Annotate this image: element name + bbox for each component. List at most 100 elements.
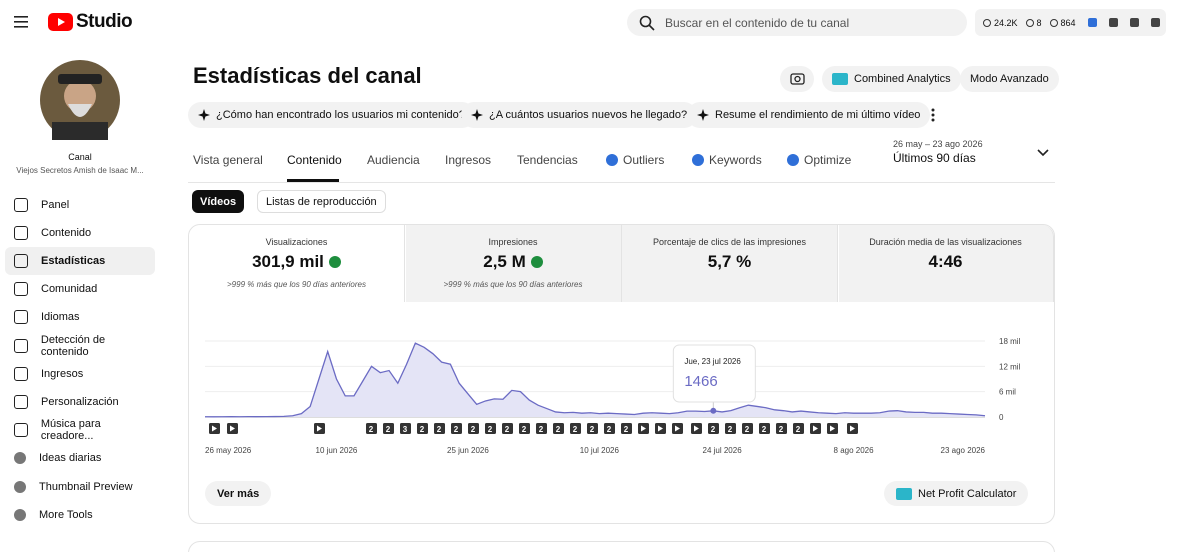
prompt-chip[interactable]: Resume el rendimiento de mi último vídeo — [687, 102, 931, 128]
prompt-chip[interactable]: ¿A cuántos usuarios nuevos he llegado? — [461, 102, 698, 128]
video-marker — [536, 423, 547, 434]
metric-note: >999 % más que los 90 días anteriores — [443, 280, 583, 289]
tab[interactable]: Tendencias — [517, 153, 578, 167]
nav-item[interactable]: Idiomas — [5, 303, 155, 331]
play-icon — [850, 425, 855, 432]
tooltip-point — [710, 407, 717, 414]
advanced-mode-button[interactable]: Modo Avanzado — [960, 66, 1059, 92]
nav-item[interactable]: Panel — [5, 191, 155, 219]
stat-icon — [1025, 18, 1034, 27]
line — [204, 342, 986, 418]
chevron[interactable] — [1037, 149, 1049, 157]
marker-label: 2 — [471, 425, 476, 434]
tab[interactable]: Audiencia — [367, 153, 420, 167]
subtab[interactable]: Listas de reproducción — [257, 190, 386, 213]
subtab-label: Listas de reproducción — [266, 195, 377, 208]
camera-button[interactable] — [780, 66, 814, 92]
metric[interactable]: Duración media de las visualizaciones 4:4… — [838, 225, 1054, 302]
marker-label: 2 — [556, 425, 561, 434]
tab[interactable]: Contenido — [287, 153, 342, 167]
x-tick-label: 10 jul 2026 — [580, 446, 620, 455]
header-icon[interactable] — [1087, 18, 1097, 27]
video-marker — [451, 423, 462, 434]
nav-label: Ideas diarias — [39, 452, 102, 464]
nav-item[interactable]: More Tools — [5, 501, 155, 529]
tab[interactable]: Keywords — [692, 153, 762, 167]
metric[interactable]: Impresiones 2,5 M >999 % más que los 90 dí… — [405, 225, 622, 302]
tab[interactable]: Outliers — [606, 153, 664, 167]
metric-value: 5,7 % — [622, 252, 837, 272]
ext-icon — [896, 487, 912, 500]
menu-icon[interactable] — [14, 15, 30, 29]
logo-icon — [48, 13, 73, 31]
tab[interactable]: Ingresos — [445, 153, 491, 167]
header-icon[interactable] — [1150, 18, 1160, 27]
metric-label: Impresiones — [488, 237, 538, 247]
combined-analytics-button[interactable]: Combined Analytics — [822, 66, 961, 92]
see-more-button[interactable]: Ver más — [205, 481, 272, 506]
more-icon[interactable] — [930, 107, 936, 123]
video-marker — [587, 423, 598, 434]
analytics-card — [188, 224, 1055, 524]
calculator-button[interactable]: Net Profit Calculator — [884, 481, 1029, 506]
metric-label: Duración media de las visualizaciones — [869, 237, 1022, 247]
metric-note: >999 % más que los 90 días anteriores — [227, 280, 366, 289]
video-marker — [725, 423, 736, 434]
metric-value: 301,9 mil — [189, 252, 404, 272]
marker-label: 2 — [624, 425, 629, 434]
nav-item[interactable]: Ideas diarias — [5, 444, 155, 472]
marker-label: 2 — [796, 425, 801, 434]
y-tick-label: 0 — [999, 413, 1004, 422]
nav-item[interactable]: Detección de contenido — [5, 332, 155, 360]
nav-item[interactable]: Contenido — [5, 219, 155, 247]
search-placeholder: Buscar en el contenido de tu canal — [665, 15, 850, 30]
tab-label: Audiencia — [367, 153, 420, 167]
tab[interactable]: Vista general — [193, 153, 263, 167]
video-marker — [366, 423, 377, 434]
button-label: Combined Analytics — [854, 73, 951, 85]
tab[interactable]: Optimize — [787, 153, 851, 167]
channel-name: Viejos Secretos Amish de Isaac M... — [16, 166, 144, 175]
marker-label: 2 — [762, 425, 767, 434]
nav-item[interactable]: Ingresos — [5, 360, 155, 388]
play-icon — [675, 425, 680, 432]
video-marker — [621, 423, 632, 434]
tab-underline — [287, 179, 339, 182]
video-marker — [553, 423, 564, 434]
metric[interactable]: Porcentaje de clics de las impresiones 5,… — [622, 225, 838, 302]
marker-label: 2 — [505, 425, 510, 434]
nav-icon — [14, 339, 28, 353]
header-icon[interactable] — [1108, 18, 1118, 27]
metric[interactable]: Visualizaciones 301,9 mil >999 % más que l… — [189, 225, 405, 302]
play-icon — [230, 425, 235, 432]
marker-label: 2 — [369, 425, 374, 434]
video-marker — [417, 423, 428, 434]
nav-item[interactable]: Comunidad — [5, 275, 155, 303]
avatar[interactable] — [40, 60, 120, 140]
metric-label: Visualizaciones — [265, 237, 328, 247]
metric-number: 5,7 % — [707, 252, 752, 271]
ext-icon — [606, 154, 618, 166]
tab-label: Outliers — [623, 153, 665, 167]
y-tick-label: 12 mil — [999, 362, 1021, 371]
nav-label: Personalización — [41, 396, 119, 408]
nav-item[interactable]: Música para creadore... — [5, 416, 155, 444]
period[interactable]: Últimos 90 días — [893, 151, 976, 165]
marker-label: 2 — [590, 425, 595, 434]
subtab-active[interactable]: Vídeos — [192, 190, 245, 213]
y-tick-label: 18 mil — [999, 337, 1021, 346]
play-icon — [317, 425, 322, 432]
x-tick-label: 24 jul 2026 — [703, 446, 743, 455]
video-marker — [759, 423, 770, 434]
header-stat: 8 — [1025, 18, 1042, 28]
nav-item[interactable]: Personalización — [5, 388, 155, 416]
prompt-chip[interactable]: ¿Cómo han encontrado los usuarios mi con… — [188, 102, 475, 128]
logo-text[interactable]: Studio — [76, 11, 133, 32]
nav-item[interactable]: Thumbnail Preview — [5, 473, 155, 501]
header-icon[interactable] — [1129, 18, 1139, 27]
nav-item[interactable]: Estadísticas — [5, 247, 155, 275]
play-icon — [212, 425, 217, 432]
metric-number: 301,9 mil — [252, 252, 324, 271]
search-box[interactable]: Buscar en el contenido de tu canal — [627, 9, 967, 36]
